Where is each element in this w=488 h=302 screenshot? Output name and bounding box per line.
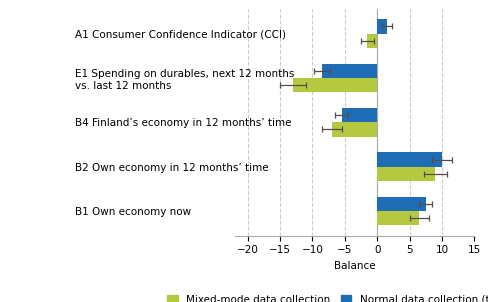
X-axis label: Balance: Balance — [333, 261, 375, 271]
Bar — [376, 211, 418, 225]
Bar — [376, 153, 441, 167]
Bar — [366, 34, 376, 48]
Bar — [322, 64, 376, 78]
Bar — [376, 167, 435, 181]
Legend: Mixed-mode data collection, Normal data collection (telephone): Mixed-mode data collection, Normal data … — [163, 291, 488, 302]
Bar — [341, 108, 376, 122]
Bar — [376, 19, 386, 34]
Bar — [331, 122, 376, 137]
Bar — [292, 78, 376, 92]
Bar — [376, 197, 425, 211]
